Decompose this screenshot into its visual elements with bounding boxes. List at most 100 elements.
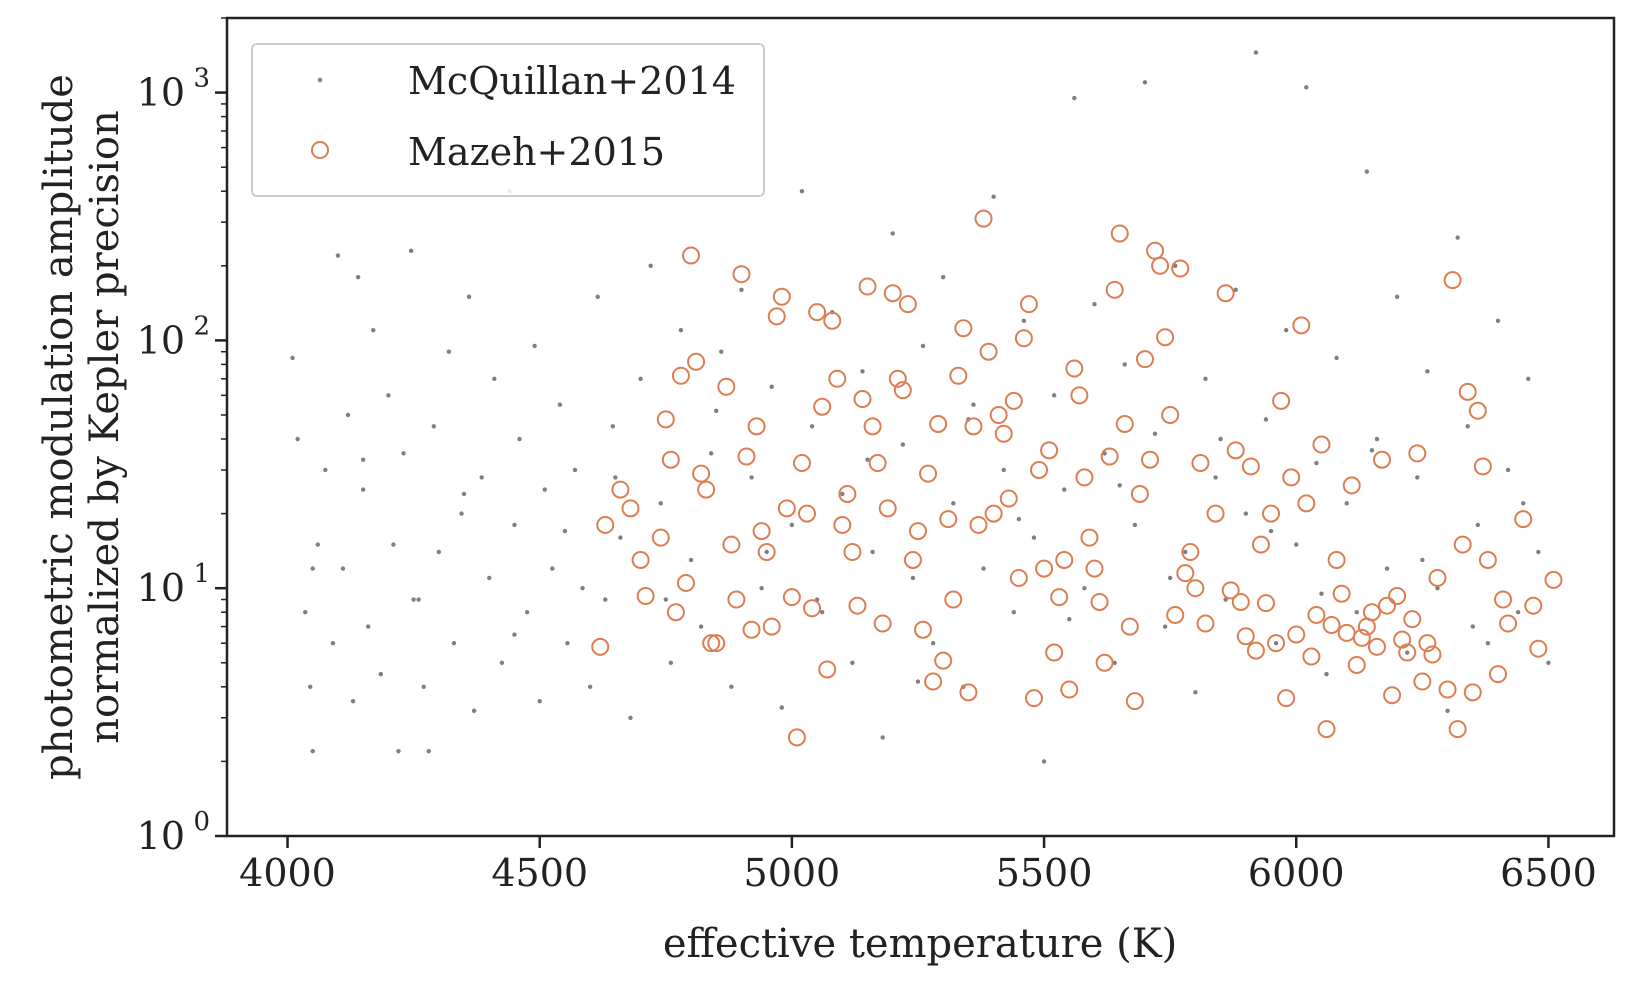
- data-point-circle: [1196, 614, 1215, 633]
- data-point-dot: [940, 274, 946, 280]
- data-point-circle: [1030, 460, 1049, 479]
- data-point-dot: [1475, 522, 1481, 528]
- data-point-dot: [1112, 660, 1117, 665]
- data-point-dot: [378, 671, 384, 677]
- data-point-circle: [1231, 592, 1250, 611]
- data-point-dot: [345, 412, 351, 418]
- data-point-circle: [1080, 528, 1099, 547]
- data-point-dot: [1384, 566, 1390, 571]
- data-point-dot: [1526, 376, 1531, 381]
- data-point-circle: [1453, 535, 1472, 554]
- data-point-dot: [1344, 501, 1349, 506]
- data-point-dot: [1213, 475, 1218, 480]
- data-point-circle: [1095, 653, 1114, 672]
- data-point-dot: [900, 442, 906, 447]
- data-point-dot: [1455, 235, 1460, 240]
- data-point-dot: [1515, 610, 1521, 615]
- data-point-dot: [819, 610, 825, 615]
- data-point-dot: [446, 349, 452, 354]
- data-point-dot: [628, 715, 633, 720]
- data-point-dot: [323, 467, 328, 473]
- data-point-circle: [853, 390, 872, 409]
- data-point-circle: [666, 603, 685, 622]
- data-point-dot: [1051, 393, 1057, 398]
- data-point-circle: [1186, 579, 1205, 598]
- data-point-circle: [1388, 587, 1407, 606]
- data-point-circle: [908, 522, 927, 541]
- data-point-circle: [591, 637, 610, 656]
- data-point-circle: [1171, 259, 1190, 278]
- x-tick-label: 6500: [1500, 851, 1597, 895]
- data-point-dot: [1253, 50, 1259, 55]
- data-point-circle: [1367, 637, 1386, 656]
- data-point-dot: [890, 231, 895, 236]
- y-tick-exponent: 3: [193, 64, 210, 94]
- data-point-circle: [1514, 510, 1533, 529]
- data-point-dot: [1324, 671, 1329, 677]
- data-point-circle: [883, 284, 902, 303]
- y-tick-base: 10: [137, 814, 185, 858]
- data-point-circle: [1438, 680, 1457, 699]
- data-point-circle: [1019, 295, 1038, 314]
- data-point-circle: [1065, 359, 1084, 378]
- data-point-circle: [737, 447, 756, 466]
- data-point-dot: [572, 467, 578, 473]
- y-tick-label: 10: [137, 814, 185, 858]
- data-point-circle: [1494, 590, 1513, 609]
- data-point-circle: [1004, 391, 1023, 410]
- data-point-circle: [954, 319, 973, 338]
- data-point-dot: [613, 475, 618, 480]
- data-point-circle: [697, 480, 716, 499]
- data-point-dot: [850, 660, 855, 665]
- data-point-circle: [1236, 627, 1255, 646]
- data-point-circle: [732, 265, 751, 284]
- data-point-circle: [787, 728, 806, 747]
- data-point-dot: [1435, 585, 1440, 591]
- data-point-dot: [1203, 376, 1208, 381]
- y-tick-exponent: 2: [193, 311, 210, 341]
- x-tick-label: 6000: [1248, 851, 1345, 895]
- data-point-circle: [1463, 683, 1482, 702]
- data-point-circle: [1176, 564, 1195, 583]
- data-point-dot: [1011, 610, 1017, 615]
- data-point-dot: [1536, 549, 1541, 555]
- data-point-circle: [1110, 224, 1129, 243]
- data-point-circle: [1226, 441, 1245, 460]
- data-point-circle: [1125, 692, 1144, 711]
- data-point-dot: [1294, 542, 1299, 547]
- data-point-circle: [1221, 581, 1240, 600]
- data-point-dot: [930, 640, 936, 646]
- data-point-circle: [1014, 329, 1033, 348]
- data-point-circle: [1327, 550, 1346, 569]
- data-point-circle: [803, 599, 822, 618]
- data-point-circle: [1251, 535, 1270, 554]
- x-axis-label: effective temperature (K): [663, 921, 1177, 967]
- data-point-dot: [1117, 483, 1122, 488]
- data-point-circle: [984, 504, 1003, 523]
- legend-label-mazeh: Mazeh+2015: [408, 130, 665, 174]
- series-0: [290, 50, 1551, 764]
- data-point-dot: [764, 549, 769, 555]
- data-point-dot: [1092, 301, 1097, 307]
- data-point-dot: [471, 708, 477, 714]
- data-point-circle: [798, 504, 817, 523]
- data-point-dot: [396, 748, 401, 754]
- data-point-dot: [915, 679, 921, 684]
- data-point-circle: [1105, 280, 1124, 299]
- data-point-circle: [1161, 405, 1180, 424]
- data-point-dot: [1319, 591, 1324, 596]
- data-point-circle: [702, 634, 721, 653]
- data-point-dot: [1152, 431, 1158, 436]
- data-point-circle: [596, 515, 615, 534]
- data-point-dot: [1031, 535, 1037, 540]
- data-point-dot: [310, 748, 315, 754]
- data-point-dot: [971, 402, 976, 407]
- data-point-dot: [618, 535, 623, 540]
- data-point-circle: [873, 614, 892, 633]
- data-point-circle: [1408, 444, 1427, 463]
- data-point-circle: [1544, 570, 1563, 589]
- legend-box: [251, 43, 765, 197]
- plot-frame: [225, 16, 1616, 838]
- data-point-circle: [1181, 542, 1200, 561]
